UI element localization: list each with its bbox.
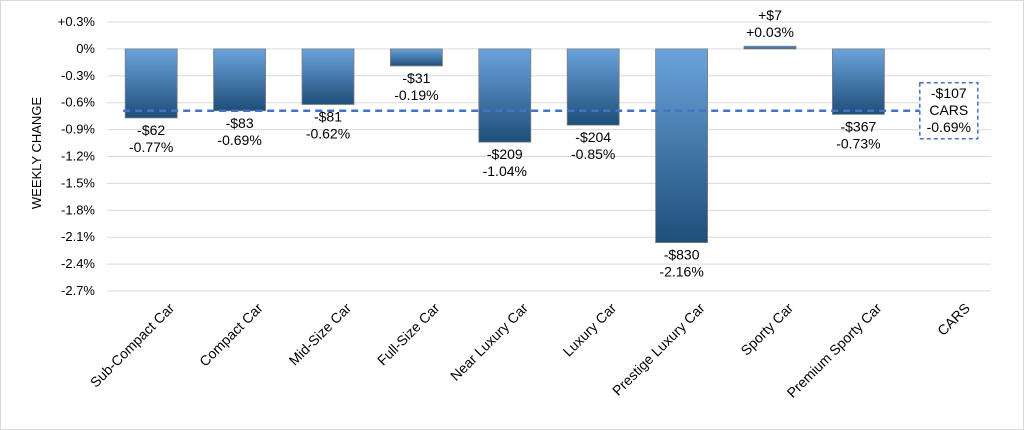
x-tick-label: Sporty Car [737,300,796,359]
data-label: -0.73% [836,135,880,151]
reference-label: CARS [929,102,968,118]
data-label: -0.85% [571,146,615,162]
y-tick-label: -0.3% [61,68,95,83]
x-tick-label: Premium Sporty Car [784,300,885,401]
data-label: +0.03% [746,24,794,40]
y-tick-label: -1.2% [61,149,95,164]
data-label: -0.62% [306,125,350,141]
data-label: +$7 [758,7,782,23]
data-label: -0.69% [217,132,261,148]
bar [124,48,178,119]
data-label: -$830 [664,247,700,263]
data-label: -$31 [402,70,430,86]
data-labels: -$62-0.77% -$83-0.69% -$81-0.62% -$31-0.19%… [129,7,881,279]
bar [832,48,885,115]
bar [389,48,443,67]
y-tick-label: 0% [76,41,95,56]
x-tick-label: Full-Size Car [374,300,443,369]
bar [213,48,267,112]
data-label: -$62 [137,122,165,138]
y-tick-label: -0.6% [61,95,95,110]
x-tick-label: Prestige Luxury Car [609,300,708,399]
y-tick-label: -1.8% [61,202,95,217]
reference-label-box [919,82,979,140]
y-axis-title: WEEKLY CHANGE [29,97,44,210]
bar [655,48,708,243]
y-tick-label: -2.7% [61,283,95,298]
y-tick-label: -1.5% [61,175,95,190]
x-tick-label: Near Luxury Car [447,300,531,384]
x-tick-label: Compact Car [196,300,266,370]
y-tick-label: -2.1% [61,229,95,244]
reference-label: -$107 [931,85,967,101]
bar [478,48,532,143]
bars [124,45,885,243]
data-label: -2.16% [659,264,703,280]
data-label: -0.19% [394,87,438,103]
bar [566,48,620,126]
x-tick-label: CARS [934,300,973,339]
y-tick-label: -2.4% [61,256,95,271]
data-label: -$204 [575,129,611,145]
data-label: -0.77% [129,139,173,155]
bar [301,48,355,105]
y-tick-label: +0.3% [58,14,96,29]
x-tick-label: Mid-Size Car [286,300,355,369]
data-label: -$83 [226,115,254,131]
x-tick-label: Luxury Car [560,300,620,360]
x-tick-label: Sub-Compact Car [87,300,178,391]
data-label: -$81 [314,108,342,124]
data-label: -1.04% [483,163,527,179]
data-label: -$367 [840,118,876,134]
data-label: -$209 [487,146,523,162]
bar [743,45,797,50]
reference-label: -0.69% [927,119,971,135]
y-tick-label: -0.9% [61,122,95,137]
